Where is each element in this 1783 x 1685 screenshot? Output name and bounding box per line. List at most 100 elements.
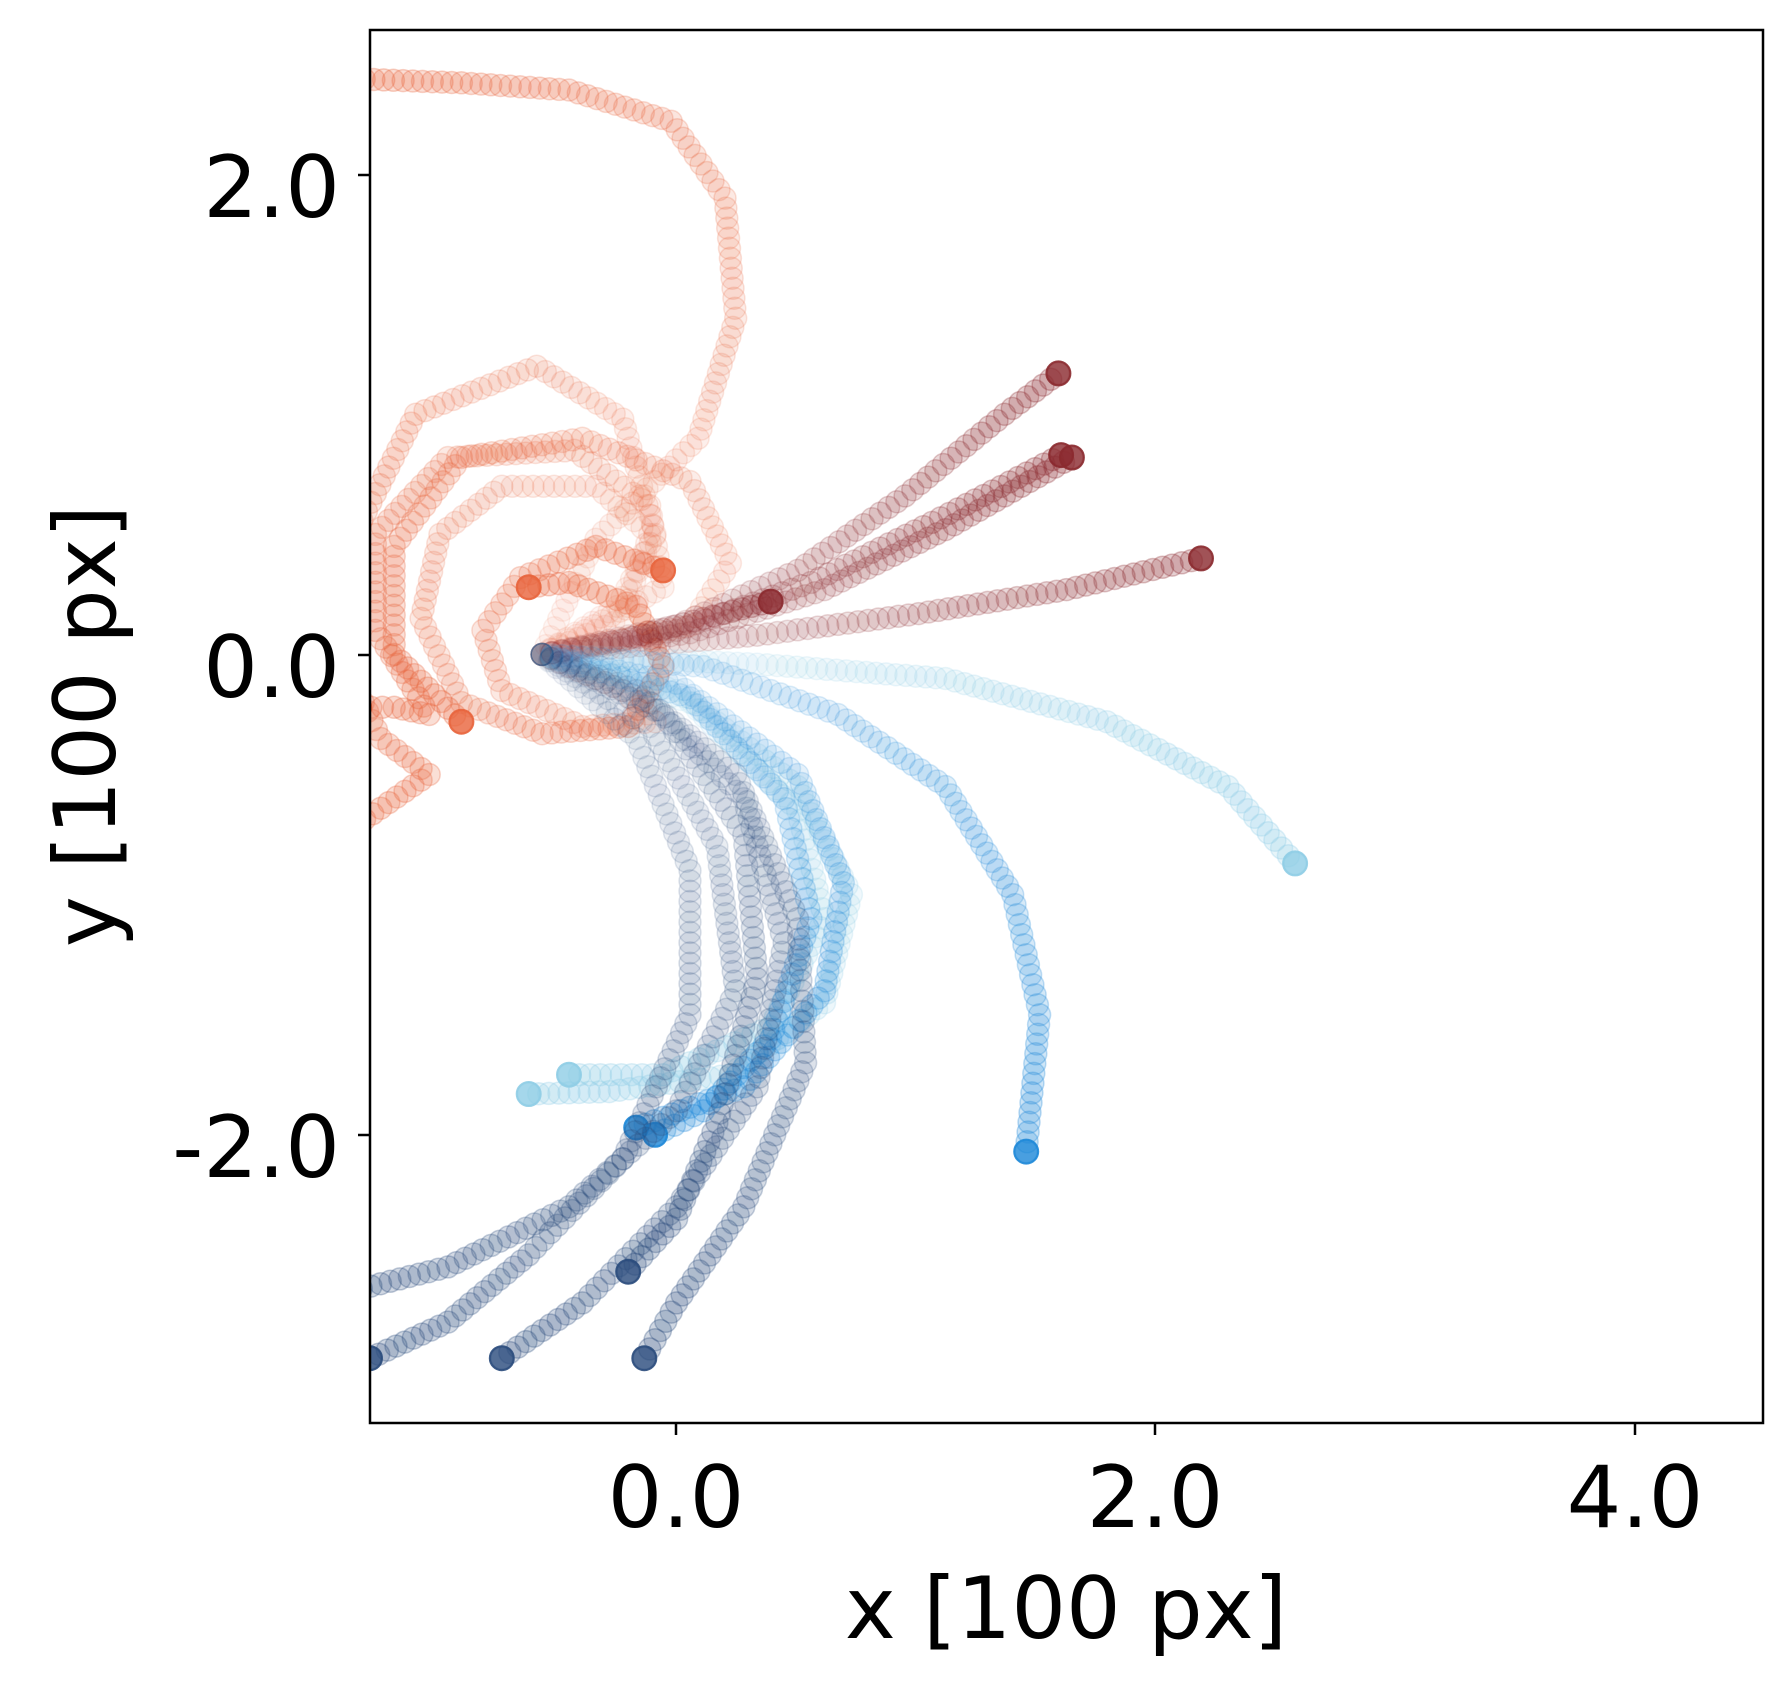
trajectory-point xyxy=(642,580,667,604)
trajectory-point xyxy=(678,1095,702,1119)
trajectory-point xyxy=(823,852,848,877)
trajectory-point xyxy=(610,585,634,610)
trajectory-series xyxy=(515,642,864,1107)
trajectory-point xyxy=(785,558,810,583)
trajectory-point xyxy=(776,562,801,587)
trajectory-point xyxy=(635,476,659,501)
trajectory-point xyxy=(607,626,631,650)
trajectory-point xyxy=(507,686,532,711)
trajectory-point xyxy=(626,697,650,722)
trajectory-point xyxy=(692,705,717,729)
trajectory-point xyxy=(778,685,802,710)
trajectory-point xyxy=(577,660,601,685)
trajectory-point xyxy=(630,515,654,540)
trajectory-endpoint xyxy=(320,830,344,854)
trajectory-point xyxy=(538,637,563,661)
trajectory-point xyxy=(575,545,600,569)
trajectory-point xyxy=(370,532,388,556)
trajectory-point xyxy=(578,652,602,677)
trajectory-point xyxy=(894,523,918,547)
trajectory-point xyxy=(549,639,574,663)
trajectory-point xyxy=(802,867,827,892)
trajectory-point xyxy=(715,334,739,358)
trajectory-point xyxy=(416,676,440,700)
trajectory-point xyxy=(714,542,738,566)
trajectory-point xyxy=(928,506,953,530)
trajectory-point xyxy=(520,434,544,459)
trajectory-point xyxy=(498,682,523,707)
trajectory-point xyxy=(539,645,564,670)
trajectory-point xyxy=(521,718,545,742)
trajectory-point xyxy=(938,783,963,807)
trajectory-point xyxy=(597,1079,622,1104)
trajectory-point xyxy=(799,801,823,826)
trajectory-point xyxy=(599,632,623,657)
trajectory-point xyxy=(1006,465,1030,490)
trajectory-point xyxy=(324,67,346,89)
trajectory-point xyxy=(854,660,878,685)
trajectory-point xyxy=(550,638,574,663)
trajectory-point xyxy=(490,474,514,499)
trajectory-point xyxy=(604,469,628,493)
trajectory-point xyxy=(708,1064,733,1088)
trajectory-point xyxy=(820,961,844,985)
trajectory-point xyxy=(471,618,495,643)
trajectory-point xyxy=(597,716,621,740)
trajectory-point xyxy=(830,569,854,593)
trajectory-point xyxy=(512,715,536,739)
trajectory-point xyxy=(336,585,358,607)
trajectory-point xyxy=(603,541,627,565)
trajectory-point xyxy=(459,498,483,523)
trajectory-point xyxy=(632,484,657,508)
trajectory-point xyxy=(490,439,514,463)
trajectory-point xyxy=(500,437,524,462)
trajectory-series xyxy=(530,442,1075,667)
trajectory-point xyxy=(637,633,662,657)
trajectory-point xyxy=(1216,774,1240,799)
trajectory-point xyxy=(698,707,722,732)
trajectory-point xyxy=(607,628,631,653)
trajectory-point xyxy=(812,906,837,931)
trajectory-point xyxy=(963,488,987,512)
trajectory-point xyxy=(964,824,989,849)
trajectory-point xyxy=(732,1055,756,1080)
trajectory-point xyxy=(781,1014,805,1039)
trajectory-point xyxy=(758,1014,783,1039)
trajectory-point xyxy=(590,647,615,671)
trajectory-point xyxy=(530,432,554,457)
trajectory-point xyxy=(980,849,1004,874)
trajectory-point xyxy=(428,522,452,547)
trajectory-point xyxy=(697,695,721,720)
trajectory-point xyxy=(619,567,644,592)
y-axis: 2.0 0.0 -2.0 y [100 px] xyxy=(36,138,370,1198)
trajectory-point xyxy=(962,674,986,698)
trajectory-point xyxy=(664,613,689,638)
trajectory-point xyxy=(808,819,832,844)
trajectory-point xyxy=(371,68,396,92)
trajectory-point xyxy=(549,646,574,671)
trajectory-point xyxy=(661,652,685,676)
trajectory-point xyxy=(622,672,647,697)
trajectory-point xyxy=(488,73,513,98)
trajectory-point xyxy=(829,880,854,905)
trajectory-point xyxy=(593,396,618,421)
trajectory-point xyxy=(817,949,842,973)
trajectory-point xyxy=(997,470,1022,494)
trajectory-point xyxy=(1085,707,1110,731)
trajectory-point xyxy=(670,717,694,742)
trajectory-point xyxy=(409,756,433,781)
trajectory-point xyxy=(816,959,840,983)
trajectory-point xyxy=(560,428,585,452)
trajectory-point xyxy=(382,534,406,559)
trajectory-point xyxy=(614,502,639,526)
trajectory-point xyxy=(669,1098,693,1123)
trajectory-point xyxy=(580,536,604,560)
trajectory-point xyxy=(812,978,837,1003)
trajectory-point xyxy=(435,516,460,541)
trajectory-point xyxy=(555,546,580,570)
trajectory-point xyxy=(370,808,377,830)
trajectory-point xyxy=(810,897,834,921)
trajectory-point xyxy=(923,665,948,690)
trajectory-point xyxy=(614,597,638,621)
trajectory-point xyxy=(768,999,792,1023)
